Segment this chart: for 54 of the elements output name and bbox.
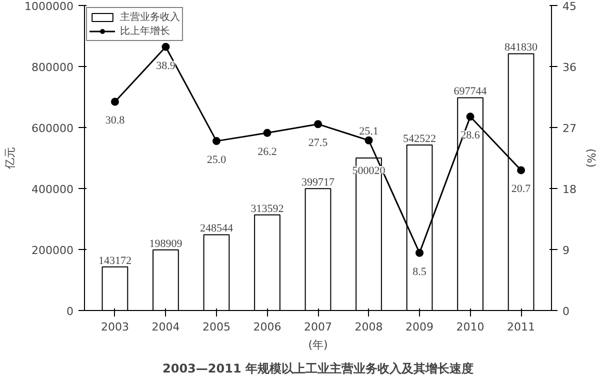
- data-label: 38.9: [156, 60, 176, 72]
- y-tick-label: 0: [66, 305, 74, 318]
- data-label: 25.0: [206, 154, 227, 166]
- x-tick-label: 2007: [304, 320, 332, 334]
- point: [416, 248, 424, 257]
- data-label: 313592: [250, 202, 284, 215]
- data-label: 697744: [454, 86, 488, 98]
- y-tick-label: 600000: [32, 122, 74, 135]
- y2-tick-label: 9: [562, 244, 570, 257]
- x-tick-label: 2003: [100, 320, 129, 334]
- x-tick-label: 2004: [152, 320, 180, 334]
- y2-tick-label: 18: [562, 183, 576, 196]
- data-label: 841830: [504, 42, 538, 54]
- y2-tick-label: 36: [562, 61, 576, 74]
- y-tick-label: 200000: [32, 244, 74, 257]
- data-label: 20.7: [511, 183, 532, 196]
- data-label: 26.2: [258, 146, 277, 158]
- point: [314, 120, 322, 128]
- data-label: 28.6: [460, 130, 480, 142]
- x-tick-label: 2010: [456, 320, 484, 334]
- x-tick-label: 2008: [354, 320, 383, 334]
- x-tick-label: 2006: [253, 320, 282, 334]
- x-axis-title: (年): [308, 338, 328, 352]
- y2-tick-label: 0: [562, 305, 570, 318]
- y2-tick-label: 45: [562, 0, 576, 13]
- point: [162, 42, 170, 51]
- y-tick-label: 1000000: [24, 0, 74, 13]
- point: [517, 166, 526, 174]
- x-tick-label: 2005: [202, 320, 230, 334]
- point: [263, 128, 272, 137]
- y-tick-label: 400000: [32, 183, 74, 196]
- legend-label: 主营业务收入: [120, 10, 180, 24]
- point: [212, 137, 220, 146]
- data-label: 8.5: [412, 266, 427, 278]
- point: [466, 112, 474, 121]
- data-label: 399717: [302, 176, 335, 189]
- y-axis-title: 亿元: [4, 147, 17, 170]
- data-label: 27.5: [308, 137, 328, 150]
- point: [110, 98, 119, 106]
- data-label: 30.8: [105, 114, 126, 127]
- point: [364, 136, 373, 144]
- data-label: 198909: [149, 238, 183, 250]
- text: 2003—2011 年规模以上工业主营业务收入及其增长速度: [162, 362, 474, 376]
- x-tick-label: 2011: [507, 320, 536, 334]
- y-tick-label: 800000: [32, 61, 74, 74]
- data-label: 248544: [200, 222, 234, 235]
- data-label: 542522: [403, 133, 436, 146]
- data-label: 25.1: [359, 125, 378, 138]
- y2-axis-title: (%): [584, 148, 598, 168]
- x-tick-label: 2009: [406, 320, 434, 334]
- legend-label: 比上年增长: [120, 24, 170, 38]
- data-label: 143172: [98, 254, 132, 267]
- data-label: 500020: [352, 164, 386, 177]
- y2-tick-label: 27: [562, 122, 576, 135]
